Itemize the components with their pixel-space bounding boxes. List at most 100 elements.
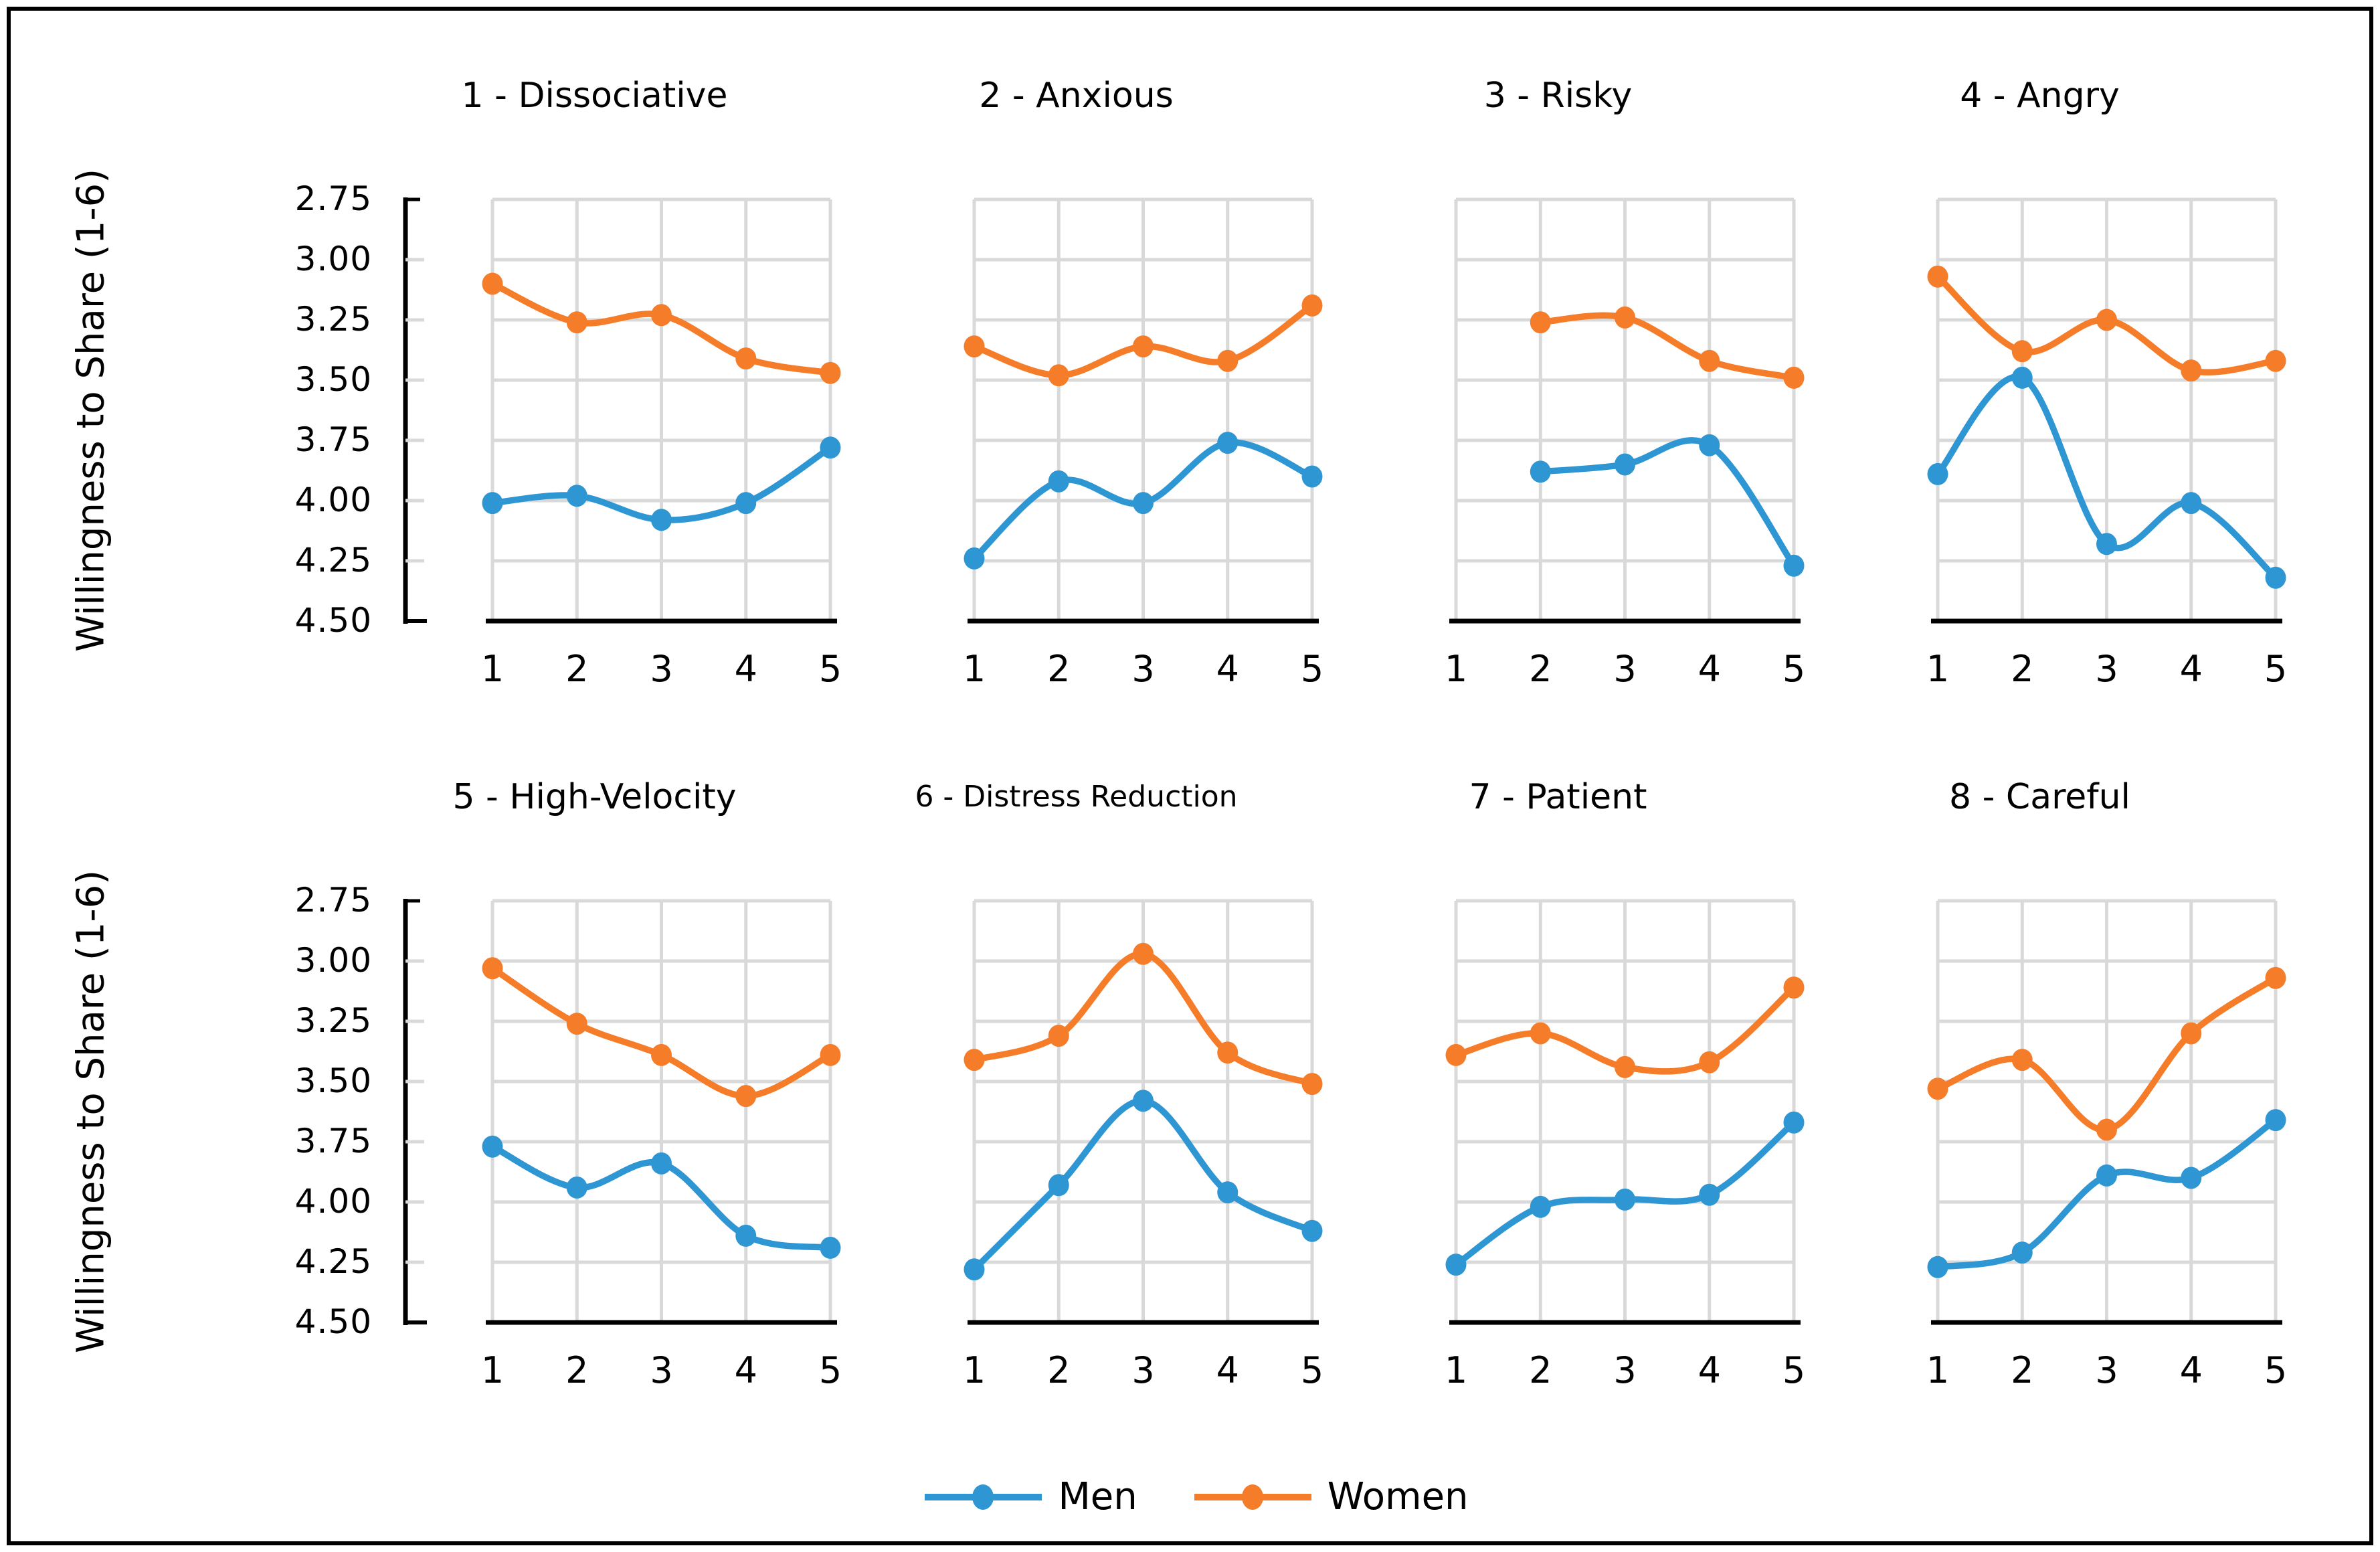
y-tick-label: 4.25 [294, 1241, 372, 1281]
x-tick-label: 1 [962, 1349, 986, 1391]
men-marker [1615, 1188, 1635, 1211]
women-marker [1217, 349, 1239, 372]
panel-title: 3 - Risky [1483, 76, 1633, 116]
women-marker [566, 311, 587, 334]
panel-careful: 8 - Careful 1 2 3 4 5 [1926, 774, 2287, 1396]
panel-title: 1 - Dissociative [461, 76, 728, 116]
x-axis-labels: 1 2 3 4 5 [1926, 648, 2287, 695]
men-marker [735, 492, 757, 515]
women-series [1445, 976, 1805, 1078]
panel-title: 6 - Distress Reduction [915, 780, 1238, 814]
x-tick-label: 3 [1613, 1349, 1637, 1391]
men-marker [2011, 366, 2033, 389]
x-tick-label: 4 [734, 648, 757, 690]
panel-dissociative: 1 - Dissociative 1 2 3 4 5 [462, 72, 842, 695]
women-series [482, 957, 841, 1108]
x-tick-label: 2 [1529, 648, 1552, 690]
men-line-swatch [925, 1484, 1042, 1510]
men-marker [2265, 1109, 2286, 1132]
men-marker [2011, 1241, 2033, 1264]
women-series [482, 272, 841, 384]
women-marker [1133, 335, 1154, 358]
men-series [1530, 434, 1805, 577]
x-tick-label: 4 [1216, 648, 1239, 690]
women-marker [964, 335, 985, 358]
y-tick-label: 4.50 [294, 1302, 372, 1341]
y-tick-label: 3.75 [294, 1121, 372, 1160]
y-tick-label: 3.00 [294, 940, 372, 980]
men-marker [482, 492, 503, 515]
y-axis-title: Willingness to Share (1-6) [69, 869, 113, 1354]
chart-plot [1449, 197, 1805, 624]
women-marker [2096, 1118, 2117, 1141]
x-tick-label: 2 [1047, 1349, 1071, 1391]
x-tick-label: 2 [1047, 648, 1071, 690]
x-tick-label: 2 [565, 1349, 589, 1391]
panel-title: 4 - Angry [1960, 76, 2120, 116]
chart-plot [482, 899, 841, 1325]
x-tick-label: 1 [1444, 648, 1468, 690]
women-marker [1217, 1041, 1239, 1064]
y-tick-label: 3.50 [294, 359, 372, 399]
women-marker [1699, 349, 1720, 372]
men-marker [964, 547, 985, 570]
legend-label-women: Women [1327, 1475, 1469, 1519]
men-marker [820, 1236, 841, 1259]
x-tick-label: 1 [962, 648, 986, 690]
chart-row-bottom: Willingness to Share (1-6) 2.75 3.00 3.25 3… [24, 774, 2369, 1396]
x-axis-labels: 1 2 3 4 5 [1445, 648, 1805, 695]
women-marker [2011, 1049, 2033, 1071]
y-tick-label: 3.50 [294, 1061, 372, 1100]
men-marker [820, 436, 841, 459]
gridlines [490, 899, 832, 1324]
y-axis-title: Willingness to Share (1-6) [69, 168, 113, 653]
gridlines [490, 197, 832, 623]
panel-title: 7 - Patient [1469, 777, 1647, 817]
women-marker [1927, 1077, 1948, 1100]
women-marker [735, 347, 757, 370]
women-marker [2265, 349, 2286, 372]
y-tick-label: 2.75 [294, 179, 372, 218]
legend-item-men: Men [925, 1475, 1137, 1519]
panel-title: 8 - Careful [1948, 777, 2131, 817]
women-marker [651, 304, 672, 327]
women-marker [1445, 1043, 1467, 1066]
chart-plot [964, 899, 1323, 1325]
women-marker [482, 957, 503, 980]
men-marker [566, 1176, 587, 1199]
panel-title: 2 - Anxious [979, 76, 1174, 116]
women-marker [1530, 1022, 1551, 1045]
women-marker [1301, 294, 1323, 317]
women-marker [1927, 265, 1948, 288]
women-marker [1530, 311, 1551, 334]
men-marker [1048, 470, 1069, 493]
x-axis-labels: 1 2 3 4 5 [481, 1349, 842, 1396]
y-tick-label: 4.50 [294, 600, 372, 640]
men-marker [1615, 453, 1635, 476]
men-marker [2265, 566, 2286, 589]
men-marker [1530, 1195, 1551, 1218]
chart-plot [1927, 899, 2286, 1325]
men-marker [1927, 462, 1948, 485]
women-marker [1615, 1055, 1635, 1078]
panel-anxious: 2 - Anxious 1 2 3 4 5 [963, 72, 1323, 695]
men-marker [651, 1152, 672, 1175]
men-marker [1133, 492, 1154, 515]
men-marker [1530, 460, 1551, 483]
women-line [1537, 312, 1797, 381]
men-marker [1445, 1254, 1467, 1276]
men-marker [651, 509, 672, 531]
men-marker [1301, 1219, 1323, 1242]
men-marker [1217, 1181, 1239, 1204]
women-marker [964, 1049, 985, 1071]
men-series [964, 1090, 1323, 1281]
panel-patient: 7 - Patient 1 2 3 4 5 [1445, 774, 1805, 1396]
x-tick-label: 3 [650, 648, 673, 690]
chart-row-top: Willingness to Share (1-6) 2.75 3.00 3.25 3… [24, 72, 2369, 695]
chart-plot [482, 197, 841, 624]
men-marker [2181, 492, 2202, 515]
women-marker [820, 1043, 841, 1066]
figure-border: Willingness to Share (1-6) 2.75 3.00 3.25 3… [7, 7, 2373, 1545]
x-tick-label: 3 [1131, 648, 1155, 690]
